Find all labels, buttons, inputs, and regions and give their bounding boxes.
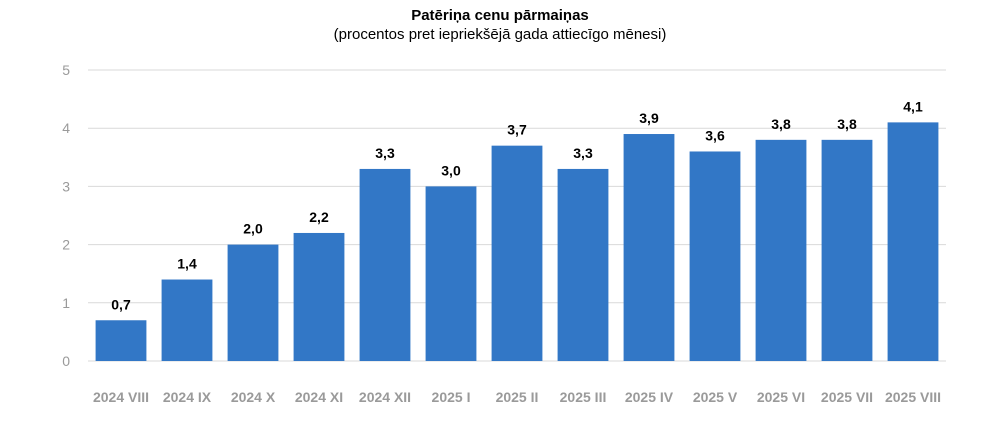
bar	[689, 151, 741, 361]
bar	[359, 168, 411, 361]
bar	[755, 139, 807, 361]
data-label: 3,0	[441, 162, 461, 178]
y-tick-label: 3	[62, 178, 70, 194]
y-tick-label: 0	[62, 353, 70, 369]
bar	[557, 168, 609, 361]
bar	[425, 186, 477, 361]
bar	[623, 134, 675, 361]
data-label: 4,1	[903, 98, 923, 114]
x-tick-label: 2025 IV	[625, 389, 674, 405]
x-tick-label: 2025 VI	[757, 389, 805, 405]
x-tick-label: 2024 IX	[163, 389, 212, 405]
data-label: 1,4	[177, 256, 197, 272]
chart-title-block: Patēriņa cenu pārmaiņas (procentos pret …	[0, 6, 1000, 44]
y-tick-label: 5	[62, 62, 70, 78]
data-label: 3,6	[705, 127, 725, 143]
data-label: 0,7	[111, 296, 131, 312]
y-tick-label: 2	[62, 237, 70, 253]
y-tick-label: 4	[62, 120, 70, 136]
bar	[491, 145, 543, 361]
x-tick-label: 2024 X	[231, 389, 276, 405]
x-tick-label: 2024 XII	[359, 389, 411, 405]
x-tick-label: 2025 VIII	[885, 389, 941, 405]
x-tick-label: 2024 VIII	[93, 389, 149, 405]
x-tick-label: 2025 III	[560, 389, 607, 405]
data-label: 3,8	[837, 116, 857, 132]
bar	[821, 139, 873, 361]
x-tick-label: 2025 II	[496, 389, 539, 405]
x-tick-label: 2025 I	[432, 389, 471, 405]
y-tick-label: 1	[62, 295, 70, 311]
chart-subtitle: (procentos pret iepriekšējā gada attiecī…	[333, 26, 667, 43]
data-label: 3,7	[507, 122, 527, 138]
data-label: 3,3	[375, 145, 395, 161]
data-label: 3,3	[573, 145, 593, 161]
bar	[95, 320, 147, 361]
x-tick-label: 2025 V	[693, 389, 738, 405]
data-label: 2,0	[243, 221, 263, 237]
x-tick-label: 2025 VII	[821, 389, 873, 405]
bar	[293, 232, 345, 361]
bar	[887, 122, 939, 361]
data-label: 3,9	[639, 110, 659, 126]
bar	[161, 279, 213, 361]
data-label: 3,8	[771, 116, 791, 132]
bar	[227, 244, 279, 361]
data-label: 2,2	[309, 209, 329, 225]
chart-title: Patēriņa cenu pārmaiņas	[411, 7, 589, 24]
x-tick-label: 2024 XI	[295, 389, 343, 405]
